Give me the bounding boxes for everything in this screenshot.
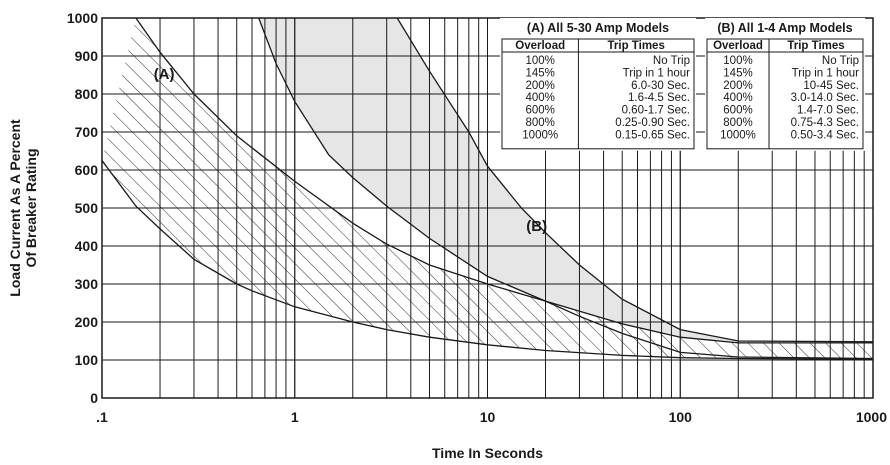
y-axis-title-line-2: Of Breaker Rating [23, 148, 39, 267]
table-header-trip-times: Trip Times [608, 40, 665, 52]
series-labels-layer: (A) (B) [154, 66, 547, 235]
table-cell-trip-time: 0.50-3.4 Sec. [791, 129, 859, 141]
y-axis-title-line-1: Load Current As A Percent [7, 119, 23, 297]
table-cell-overload: 1000% [522, 129, 558, 141]
y-tick-label: 400 [75, 238, 99, 254]
table-cell-overload: 100% [525, 55, 554, 67]
table-cell-trip-time: 3.0-14.0 Sec. [791, 92, 859, 104]
axis-titles-layer: Time In Seconds Load Current As A Percen… [7, 119, 543, 461]
table-cell-trip-time: Trip in 1 hour [623, 67, 690, 79]
curve-b-upper [396, 18, 873, 343]
x-axis-title: Time In Seconds [432, 445, 543, 461]
x-tick-label: 1 [291, 409, 299, 425]
table-header-trip-times: Trip Times [787, 40, 844, 52]
curve-a-lower [102, 160, 873, 360]
y-tick-label: 600 [75, 162, 99, 178]
y-tick-label: 300 [75, 276, 99, 292]
table-cell-trip-time: 1.6-4.5 Sec. [628, 92, 690, 104]
table-cell-trip-time: 10-45 Sec. [803, 80, 859, 92]
y-tick-label: 0 [90, 390, 98, 406]
trip-table-a: (A) All 5-30 Amp Models Overload Trip Time… [500, 18, 696, 151]
table-cell-overload: 200% [525, 80, 554, 92]
series-label-a: (A) [154, 66, 175, 83]
table-cell-overload: 400% [525, 92, 554, 104]
tick-labels-layer: .1 1 10 100 1000 0 100 200 300 400 500 600 700 800 900… [67, 10, 887, 425]
y-tick-label: 500 [75, 200, 99, 216]
table-cell-overload: 1000% [720, 129, 756, 141]
table-header-overload: Overload [713, 40, 763, 52]
y-tick-label: 900 [75, 48, 99, 64]
table-cell-overload: 800% [723, 117, 752, 129]
x-tick-label: 100 [669, 409, 693, 425]
table-header-overload: Overload [515, 40, 565, 52]
table-border [501, 38, 695, 150]
table-cell-trip-time: 6.0-30 Sec. [631, 80, 690, 92]
table-cell-trip-time: 0.15-0.65 Sec. [615, 129, 690, 141]
table-cell-overload: 145% [525, 67, 554, 79]
table-cell-overload: 600% [723, 105, 752, 117]
table-cell-trip-time: 0.60-1.7 Sec. [622, 105, 690, 117]
y-tick-label: 800 [75, 86, 99, 102]
table-cell-overload: 400% [723, 92, 752, 104]
table-background [705, 18, 865, 151]
y-tick-label: 700 [75, 124, 99, 140]
table-border [706, 38, 864, 150]
table-title: (A) All 5-30 Amp Models [527, 21, 669, 35]
trip-tables-layer: (A) All 5-30 Amp Models Overload Trip Time… [500, 18, 865, 151]
table-cell-trip-time: No Trip [653, 55, 690, 67]
table-cell-overload: 600% [525, 105, 554, 117]
table-cell-trip-time: 1.4-7.0 Sec. [797, 105, 859, 117]
y-tick-label: 100 [75, 352, 99, 368]
y-tick-label: 200 [75, 314, 99, 330]
x-tick-label: 1000 [856, 409, 887, 425]
x-tick-label: 10 [480, 409, 496, 425]
series-label-b: (B) [526, 218, 547, 235]
table-cell-trip-time: Trip in 1 hour [792, 67, 859, 79]
curve-b-lower [258, 18, 873, 360]
table-cell-trip-time: 0.75-4.3 Sec. [791, 117, 859, 129]
table-title: (B) All 1-4 Amp Models [717, 21, 852, 35]
curves-layer [102, 18, 873, 360]
table-cell-overload: 100% [723, 55, 752, 67]
y-tick-label: 1000 [67, 10, 98, 26]
table-cell-overload: 200% [723, 80, 752, 92]
table-cell-trip-time: 0.25-0.90 Sec. [615, 117, 690, 129]
table-cell-overload: 145% [723, 67, 752, 79]
x-tick-label: .1 [96, 409, 108, 425]
frame-layer [101, 17, 874, 399]
curve-a-upper [135, 18, 873, 344]
band-b-fill [258, 18, 873, 359]
table-background [500, 18, 696, 151]
table-cell-overload: 800% [525, 117, 554, 129]
trip-table-b: (B) All 1-4 Amp Models Overload Trip Times… [705, 18, 865, 151]
plot-frame [101, 17, 874, 399]
table-cell-trip-time: No Trip [822, 55, 859, 67]
